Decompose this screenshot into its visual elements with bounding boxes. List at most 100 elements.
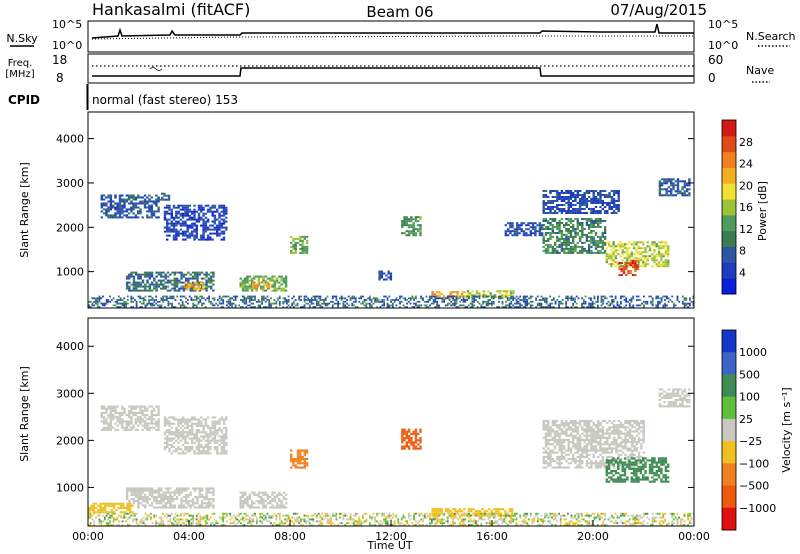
power-ground-bin [88, 304, 90, 307]
power-ground-bin [443, 300, 446, 303]
freq-unit-label: [MHz] [5, 69, 34, 80]
velocity-bin [88, 506, 91, 509]
velocity-bin [180, 491, 183, 494]
velocity-bin [572, 443, 575, 446]
velocity-bin [405, 443, 408, 446]
velocity-bin [495, 512, 498, 515]
velocity-bin [186, 446, 189, 449]
velocity-bin [130, 491, 133, 494]
velocity-bin [438, 508, 441, 511]
power-bin [608, 204, 611, 206]
power-bin [273, 281, 276, 284]
power-bin [583, 208, 586, 210]
velocity-bin [558, 445, 561, 448]
velocity-bin [175, 431, 178, 434]
power-bin [590, 224, 593, 226]
velocity-bin [212, 506, 215, 509]
power-bin [621, 259, 624, 262]
power-bin [100, 202, 103, 205]
power-bin [213, 216, 217, 219]
velocity-bin [585, 419, 589, 422]
velocity-bin [180, 498, 183, 501]
power-bin [648, 247, 652, 250]
velocity-bin [107, 424, 110, 427]
velocity-bin [207, 489, 211, 492]
power-ground-bin [254, 306, 256, 308]
power-ground-bin [89, 306, 92, 308]
power-colorbar-tick: 24 [739, 158, 753, 171]
power-bin [200, 224, 203, 227]
power-bin [658, 190, 662, 193]
velocity-bin [222, 452, 226, 455]
power-bin [551, 228, 554, 230]
velocity-bin [143, 416, 147, 419]
velocity-bin [137, 504, 140, 507]
power-bin [132, 283, 136, 286]
power-bin [503, 294, 506, 297]
power-bin [567, 212, 570, 214]
power-bin [592, 194, 595, 196]
power-ground-bin [558, 302, 560, 305]
velocity-bin [137, 506, 140, 509]
velocity-bin [122, 502, 125, 505]
velocity-bin [547, 419, 550, 422]
power-bin [403, 232, 406, 235]
power-bin [569, 251, 573, 254]
power-bin [213, 228, 217, 231]
power-bin [587, 239, 591, 242]
power-bin [558, 192, 561, 194]
velocity-bin [592, 445, 595, 448]
velocity-bin [114, 407, 117, 410]
velocity-bin [299, 451, 302, 454]
velocity-bin [112, 426, 115, 429]
velocity-bin [177, 435, 180, 438]
power-ground-bin [570, 297, 573, 300]
power-bin [185, 277, 188, 280]
power-bin [507, 294, 511, 297]
power-colorbar-label: Power [dB] [756, 181, 769, 241]
velocity-bin [544, 434, 548, 437]
power-ground-bin [300, 295, 302, 298]
power-bin [608, 194, 611, 196]
power-bin [634, 268, 637, 271]
velocity-bin [576, 466, 579, 469]
velocity-bin [576, 441, 579, 444]
power-ground-bin [303, 306, 306, 308]
velocity-bin [599, 430, 602, 433]
power-ground-bin [404, 299, 407, 301]
velocity-bin [585, 424, 589, 427]
velocity-bin [178, 487, 181, 490]
velocity-bin [150, 493, 154, 496]
velocity-bin [213, 446, 217, 449]
velocity-bin [164, 502, 167, 505]
velocity-bin [594, 441, 598, 444]
power-bin [621, 243, 624, 246]
velocity-bin [612, 424, 616, 427]
power-ground-bin [284, 299, 286, 301]
power-bin [244, 277, 247, 280]
power-ground-bin [250, 299, 253, 301]
power-bin [482, 292, 486, 295]
power-bin [544, 226, 548, 228]
power-ground-bin [423, 300, 426, 303]
velocity-bin [542, 458, 545, 461]
power-ground-bin [544, 306, 546, 308]
velocity-bin [204, 422, 208, 425]
power-ground-bin [381, 304, 384, 307]
power-bin [209, 238, 212, 241]
power-bin [619, 243, 622, 246]
power-ground-bin [390, 304, 392, 307]
power-bin [567, 224, 570, 226]
power-bin [216, 218, 219, 221]
power-bin [610, 249, 613, 252]
velocity-bin [121, 405, 124, 408]
power-bin [592, 226, 595, 228]
velocity-bin [187, 487, 190, 490]
velocity-bin [467, 508, 471, 511]
power-bin [182, 289, 186, 292]
power-bin [581, 224, 584, 226]
velocity-bin [585, 464, 589, 467]
power-bin [132, 289, 136, 292]
velocity-bin [597, 449, 600, 452]
velocity-bin [549, 455, 552, 458]
